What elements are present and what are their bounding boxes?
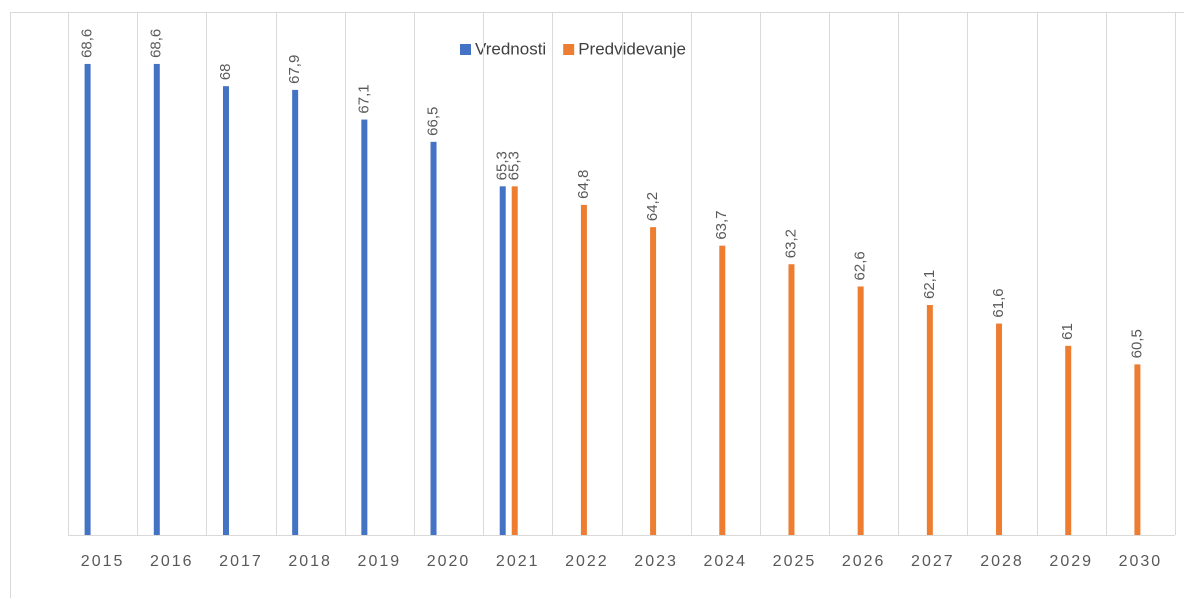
legend-swatch: [460, 44, 471, 55]
x-tick-label: 2018: [288, 553, 332, 570]
data-label: 67,9: [286, 55, 303, 84]
x-tick-label: 2021: [496, 553, 540, 570]
x-tick-label: 2030: [1119, 553, 1163, 570]
bar: [996, 323, 1003, 535]
data-label: 63,7: [713, 210, 730, 239]
data-label: 68,6: [79, 29, 96, 58]
data-label: 65,3: [506, 151, 523, 180]
x-tick-label: 2029: [1049, 553, 1093, 570]
data-label: 64,2: [644, 192, 661, 221]
data-label: 63,2: [782, 229, 799, 258]
bar: [430, 141, 437, 535]
data-label: 61: [1059, 323, 1076, 340]
data-label: 65,3: [494, 151, 511, 180]
bar: [1065, 345, 1072, 535]
legend-label: Predvidevanje: [578, 39, 686, 58]
bar: [1134, 364, 1141, 535]
data-label: 66,5: [425, 107, 442, 136]
bar: [499, 186, 506, 536]
data-label: 64,8: [575, 170, 592, 199]
x-tick-label: 2015: [81, 553, 125, 570]
bar: [926, 305, 933, 535]
x-tick-label: 2017: [219, 553, 263, 570]
bar: [719, 245, 726, 535]
bar: [857, 286, 864, 535]
x-tick-label: 2026: [842, 553, 886, 570]
bar: [788, 264, 795, 535]
legend: Vrednosti Predvidevanje: [460, 39, 686, 58]
bar: [153, 63, 160, 535]
x-tick-label: 2024: [703, 553, 747, 570]
bar: [511, 186, 518, 536]
x-tick-label: 2028: [980, 553, 1024, 570]
legend-swatch: [563, 44, 575, 55]
data-label: 62,6: [852, 251, 869, 280]
bar: [84, 63, 91, 535]
bar: [650, 227, 657, 535]
x-tick-label: 2022: [565, 553, 609, 570]
bar: [580, 204, 587, 535]
data-label: 60,5: [1128, 329, 1145, 358]
bar: [292, 89, 299, 535]
x-tick-label: 2016: [150, 553, 194, 570]
data-label: 68: [217, 63, 234, 80]
x-tick-label: 2023: [634, 553, 678, 570]
x-tick-label: 2020: [427, 553, 471, 570]
x-tick-label: 2025: [773, 553, 817, 570]
data-label: 68,6: [148, 29, 165, 58]
data-label: 62,1: [921, 270, 938, 299]
bar: [222, 86, 229, 536]
data-label: 67,1: [355, 84, 372, 113]
bar: [361, 119, 368, 535]
legend-label: Vrednosti: [475, 39, 546, 58]
data-label: 61,6: [990, 288, 1007, 317]
x-tick-label: 2027: [911, 553, 955, 570]
x-tick-label: 2019: [358, 553, 402, 570]
